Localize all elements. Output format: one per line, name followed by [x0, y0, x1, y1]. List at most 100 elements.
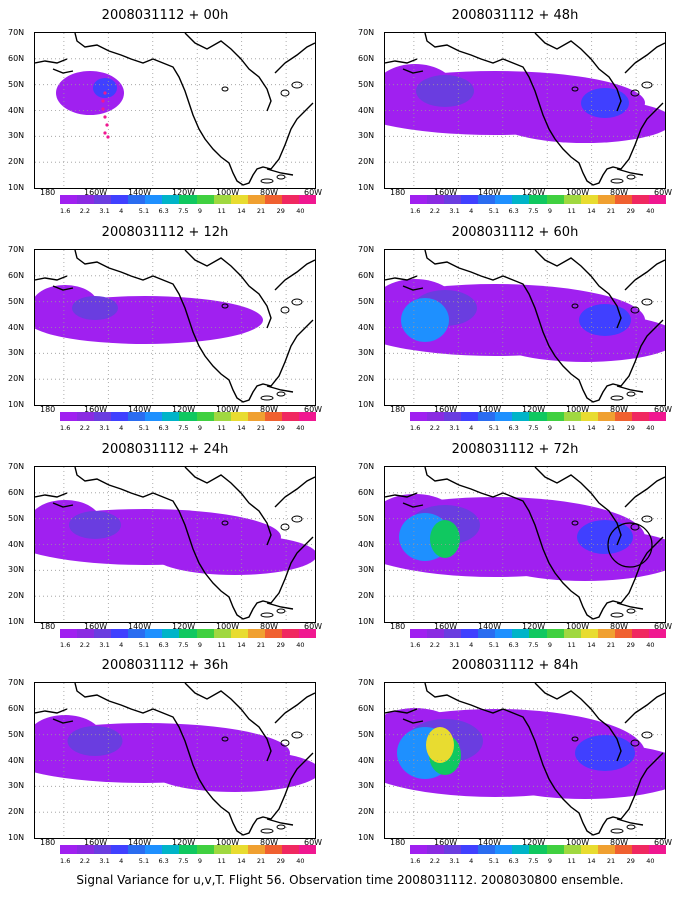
lon-tick-label: 180 [40, 838, 56, 847]
lon-tick-label: 120W [172, 405, 196, 414]
lat-tick-label: 60N [358, 703, 375, 713]
colorbar-swatch [461, 195, 479, 204]
island-outline [641, 731, 653, 739]
lat-tick-label: 40N [8, 322, 25, 332]
lat-tick-label: 20N [8, 157, 25, 167]
island-outline [221, 520, 229, 526]
island-outline [630, 306, 640, 314]
map-area [34, 249, 316, 406]
colorbar-swatch [512, 195, 530, 204]
colorbar-swatch [580, 195, 598, 204]
colorbar-swatch [512, 412, 530, 421]
colorbar-tick-label: 14 [587, 424, 596, 432]
colorbar-tick-label: 5.1 [138, 641, 150, 649]
colorbar-swatch [478, 629, 496, 638]
lat-tick-label: 20N [8, 374, 25, 384]
lat-tick-label: 50N [8, 296, 25, 306]
variance-contour [150, 750, 315, 792]
colorbar-swatch [597, 629, 615, 638]
variance-contour [430, 520, 460, 558]
coastline [35, 250, 315, 403]
variance-contour [581, 88, 629, 118]
colorbar-tick-label: 2.2 [429, 857, 441, 865]
colorbar [60, 195, 316, 204]
colorbar-swatch [529, 629, 547, 638]
island-outline [291, 81, 303, 89]
colorbar-tick-label: 4 [119, 857, 124, 865]
lon-tick-label: 60W [654, 405, 673, 414]
lat-tick-label: 60N [358, 487, 375, 497]
lat-tick-label: 50N [358, 513, 375, 523]
lat-tick-label: 30N [358, 348, 375, 358]
colorbar-tick-label: 9 [547, 857, 552, 865]
map-panel-72h: 2008031112 + 72h 70N 60N 50N 40N 30N 20N 10N 180… [350, 442, 680, 652]
island-outline [610, 395, 624, 401]
colorbar-tick-label: 3.1 [99, 207, 110, 215]
island-outline [610, 612, 624, 618]
colorbar-swatch [648, 845, 666, 854]
lat-tick-label: 70N [358, 462, 375, 471]
map-area [384, 466, 666, 623]
lon-tick-label: 140W [478, 405, 502, 414]
flight-observation-point [106, 135, 110, 139]
colorbar-swatch [230, 845, 248, 854]
lon-tick-label: 180 [40, 405, 56, 414]
lat-tick-label: 40N [358, 322, 375, 332]
colorbar-tick-label: 6.3 [508, 641, 519, 649]
lat-tick-label: 10N [358, 400, 375, 409]
lat-tick-label: 20N [358, 807, 375, 817]
colorbar-swatch [128, 195, 146, 204]
map-canvas [385, 33, 665, 188]
map-area [34, 466, 316, 623]
colorbar [410, 412, 666, 421]
colorbar-tick-label: 40 [646, 641, 655, 649]
colorbar-tick-label: 3.1 [99, 424, 110, 432]
island-outline [260, 612, 274, 618]
island-outline [280, 523, 290, 531]
colorbar-tick-label: 6.3 [508, 424, 519, 432]
colorbar-swatch [162, 412, 180, 421]
flight-observation-point [101, 99, 105, 103]
island-outline [626, 608, 636, 614]
colorbar-tick-label: 11 [567, 857, 576, 865]
island-outline [276, 608, 286, 614]
colorbar-swatch [444, 845, 462, 854]
colorbar-swatch [478, 412, 496, 421]
island-outline [291, 731, 303, 739]
colorbar-swatch [77, 412, 95, 421]
colorbar-swatch [298, 845, 316, 854]
colorbar-swatch [196, 629, 214, 638]
colorbar-swatch [196, 195, 214, 204]
lon-tick-label: 100W [566, 405, 590, 414]
lon-tick-label: 60W [654, 622, 673, 631]
colorbar-swatch [179, 195, 197, 204]
colorbar-swatch [60, 195, 78, 204]
island-outline [260, 178, 274, 184]
colorbar-swatch [580, 412, 598, 421]
colorbar-tick-label: 29 [276, 857, 285, 865]
colorbar-swatch [162, 195, 180, 204]
colorbar-tick-label: 5.1 [488, 857, 500, 865]
colorbar-tick-label: 9 [197, 857, 202, 865]
lat-tick-label: 30N [8, 131, 25, 141]
lat-tick-label: 70N [8, 678, 25, 687]
coastline [385, 33, 665, 186]
colorbar-tick-label: 21 [256, 857, 266, 865]
lat-tick-label: 20N [358, 374, 375, 384]
colorbar-tick-label: 7.5 [178, 424, 189, 432]
colorbar-swatch [128, 629, 146, 638]
colorbar-tick-label: 3.1 [449, 641, 460, 649]
colorbar-swatch [230, 195, 248, 204]
colorbar-tick-label: 7.5 [528, 207, 539, 215]
lat-tick-label: 70N [358, 245, 375, 254]
colorbar-tick-label: 5.1 [138, 207, 150, 215]
colorbar-tick-label: 9 [547, 207, 552, 215]
lon-tick-label: 60W [304, 622, 323, 631]
colorbar-tick-label: 6.3 [158, 207, 169, 215]
colorbar-swatch [495, 195, 513, 204]
colorbar-swatch [444, 629, 462, 638]
lat-tick-label: 40N [358, 105, 375, 115]
lon-tick-label: 160W [84, 622, 108, 631]
colorbar-swatch [410, 412, 428, 421]
map-panel-36h: 2008031112 + 36h 70N 60N 50N 40N 30N 20N 10N 180… [0, 658, 330, 868]
